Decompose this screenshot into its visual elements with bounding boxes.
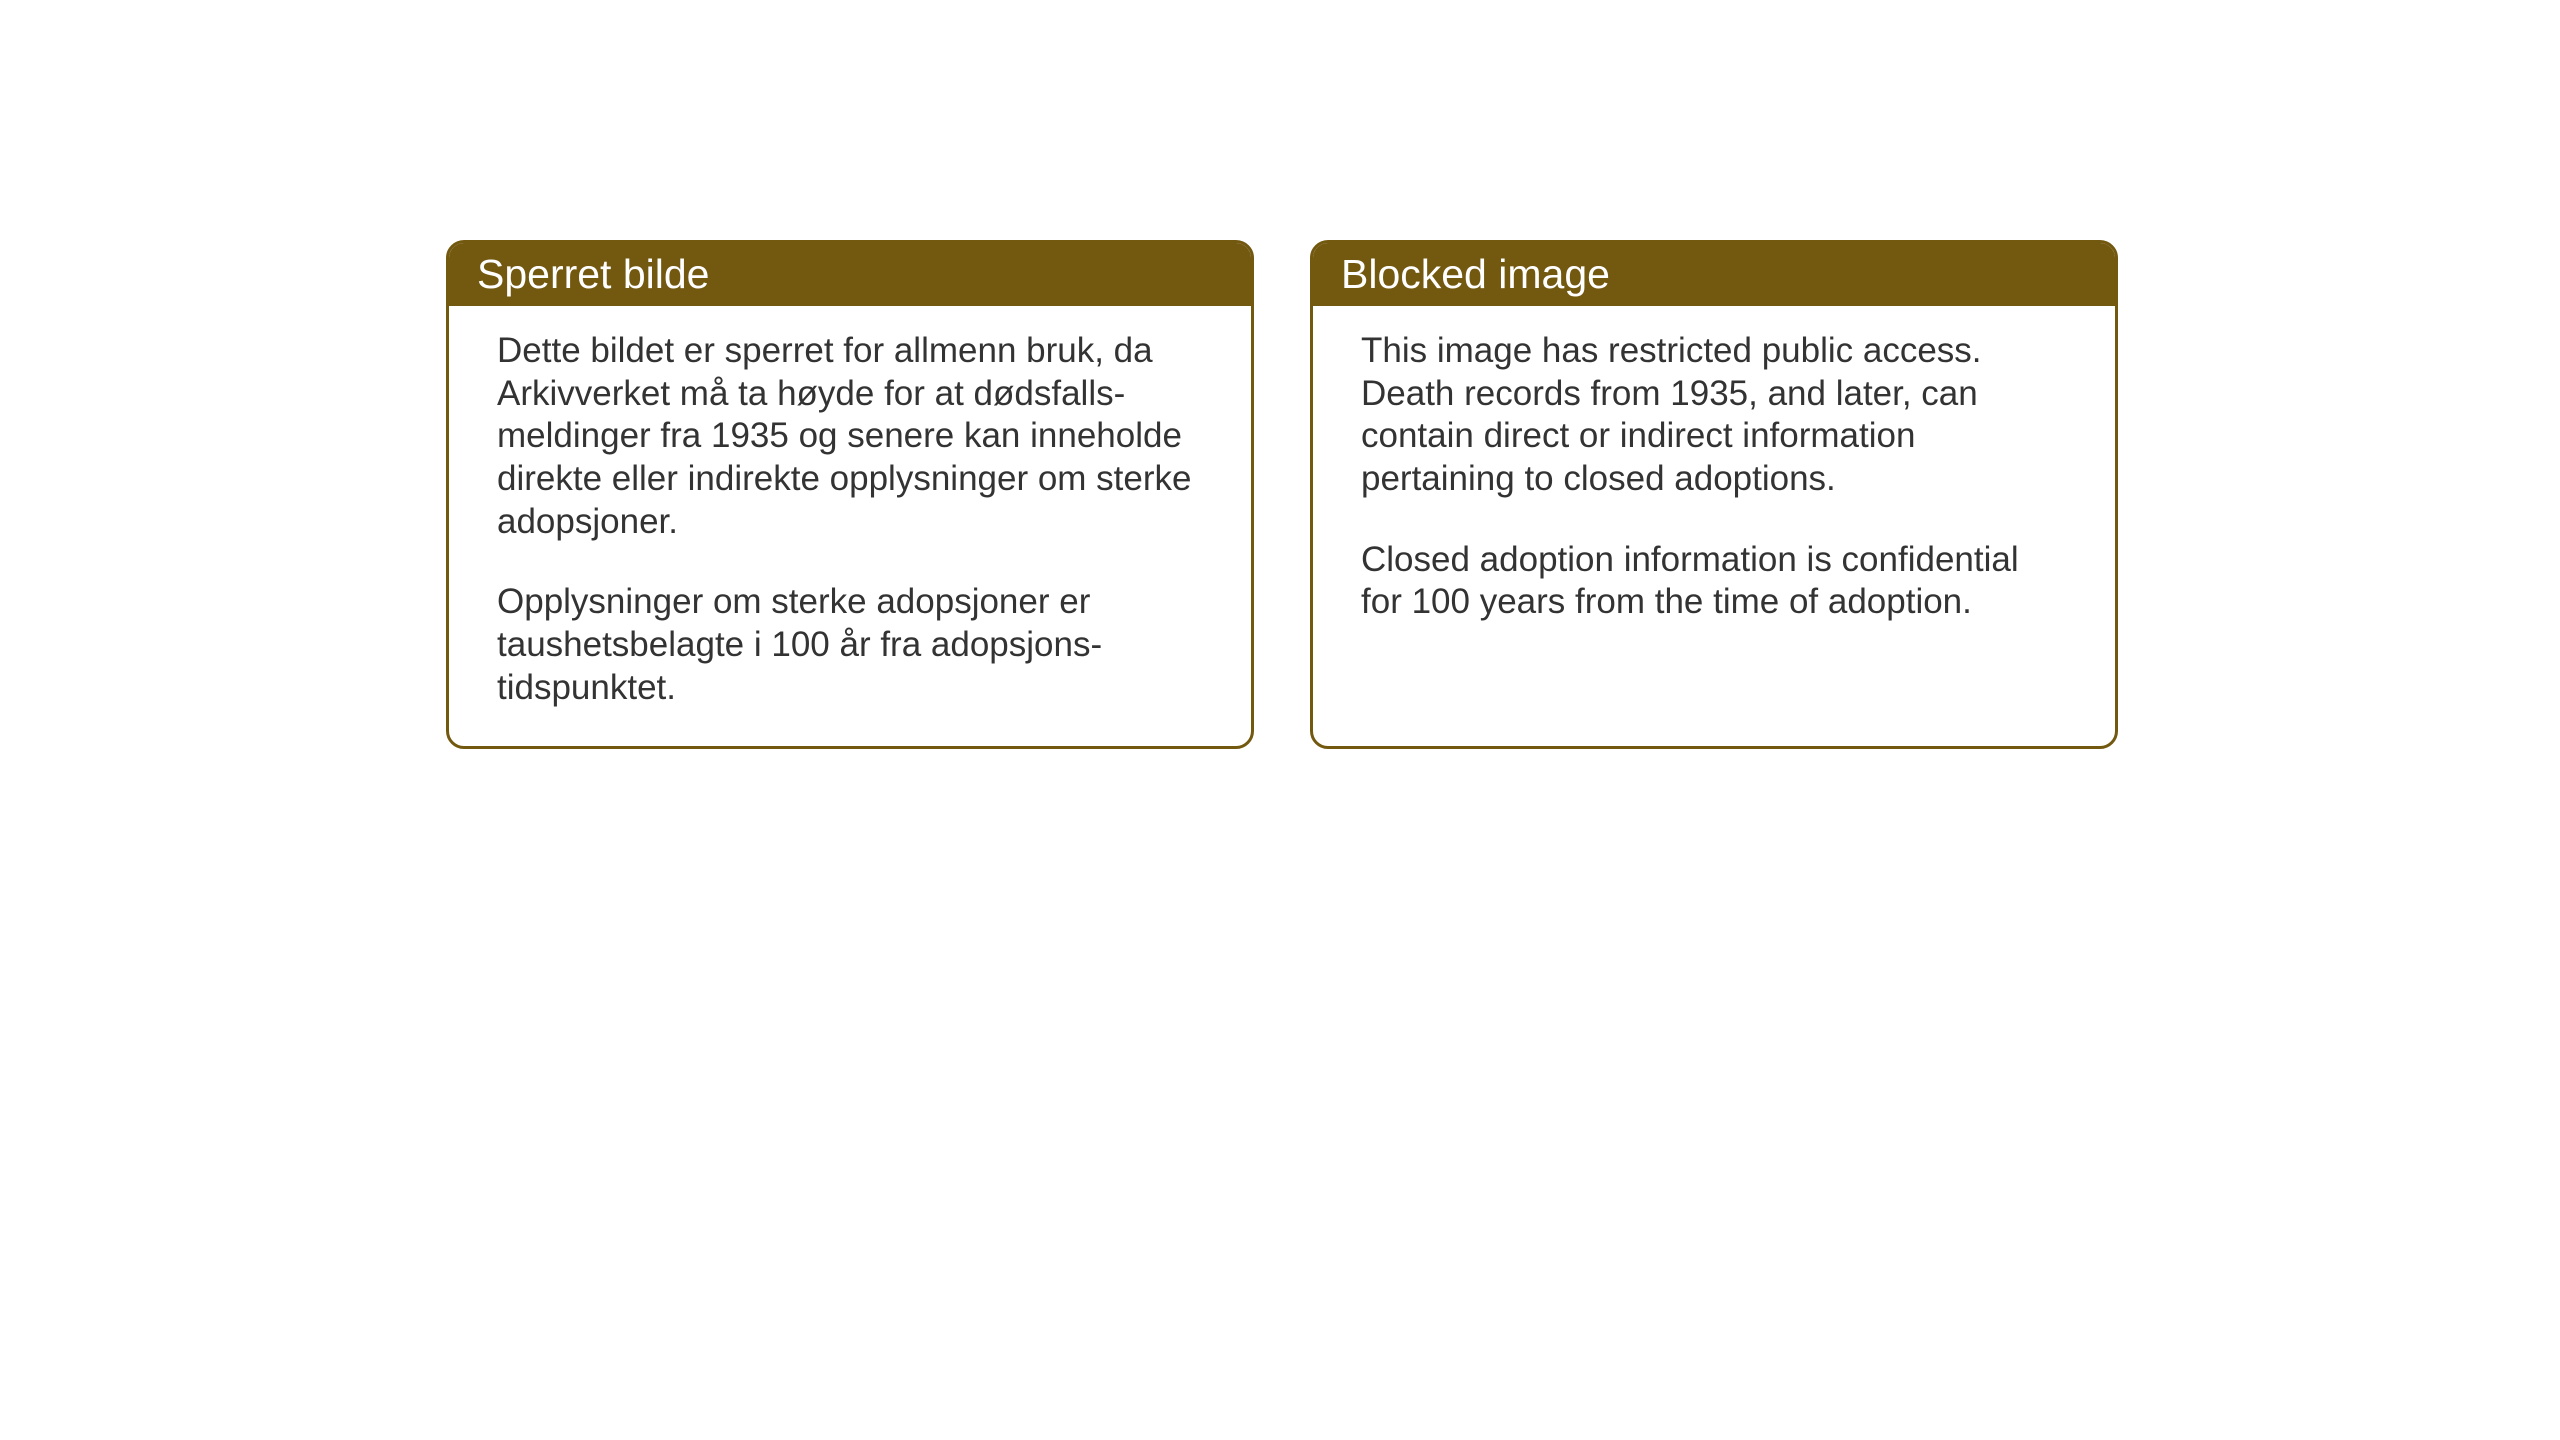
notice-paragraph: Opplysninger om sterke adopsjoner er tau… (497, 581, 1203, 709)
notice-paragraph: Closed adoption information is confident… (1361, 539, 2067, 624)
notice-header-norwegian: Sperret bilde (449, 243, 1251, 306)
notice-box-norwegian: Sperret bilde Dette bildet er sperret fo… (446, 240, 1254, 749)
notice-header-english: Blocked image (1313, 243, 2115, 306)
notice-body-english: This image has restricted public access.… (1313, 306, 2115, 660)
notices-container: Sperret bilde Dette bildet er sperret fo… (446, 240, 2118, 749)
notice-body-norwegian: Dette bildet er sperret for allmenn bruk… (449, 306, 1251, 746)
notice-paragraph: Dette bildet er sperret for allmenn bruk… (497, 330, 1203, 543)
notice-paragraph: This image has restricted public access.… (1361, 330, 2067, 501)
notice-box-english: Blocked image This image has restricted … (1310, 240, 2118, 749)
